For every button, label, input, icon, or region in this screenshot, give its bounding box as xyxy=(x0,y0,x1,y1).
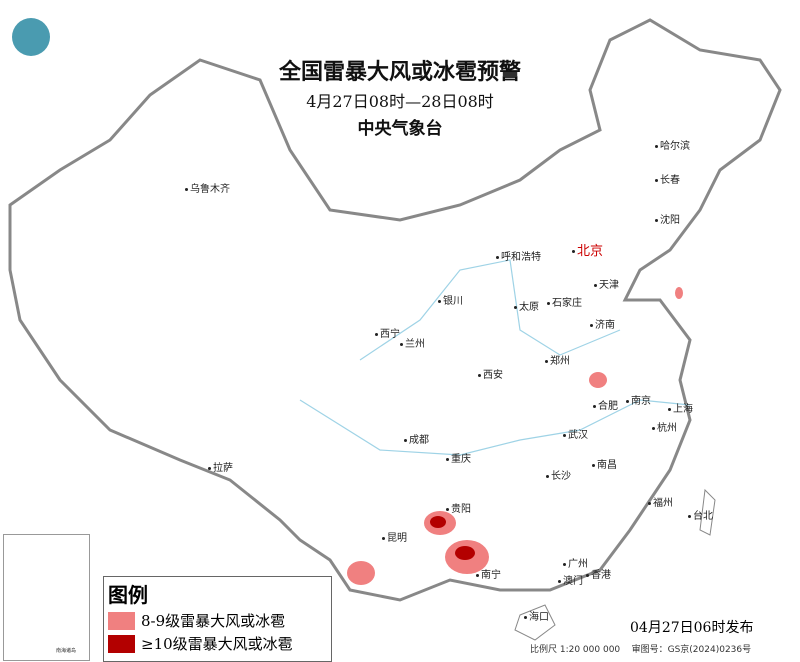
city-label: 长春 xyxy=(655,171,680,186)
city-label: 台北 xyxy=(688,507,713,522)
city-label: 武汉 xyxy=(563,426,588,441)
city-label: 南昌 xyxy=(592,456,617,471)
valid-period: 4月27日08时—28日08时 xyxy=(306,92,494,111)
city-label: 石家庄 xyxy=(547,294,582,309)
city-label: 太原 xyxy=(514,298,539,313)
city-label: 海口 xyxy=(524,608,549,623)
city-label: 上海 xyxy=(668,400,693,415)
city-label: 济南 xyxy=(590,316,615,331)
china-outline xyxy=(8,18,782,602)
legend: 图例 8-9级雷暴大风或冰雹 ≥10级雷暴大风或冰雹 xyxy=(103,576,332,662)
city-label: 合肥 xyxy=(593,397,618,412)
warning-area-level-10 xyxy=(455,546,475,560)
city-label: 广州 xyxy=(563,555,588,570)
city-label: 成都 xyxy=(404,431,429,446)
city-label: 兰州 xyxy=(400,335,425,350)
south-china-sea-inset: 南海诸岛 xyxy=(3,534,90,661)
warning-area-level-8-9 xyxy=(675,287,683,299)
legend-swatch xyxy=(108,634,135,653)
city-label: 呼和浩特 xyxy=(496,248,541,263)
legend-title: 图例 xyxy=(108,583,148,607)
warning-area-level-8-9 xyxy=(347,561,375,585)
city-label: 福州 xyxy=(648,494,673,509)
warning-area-level-8-9 xyxy=(589,372,607,388)
city-label: 南宁 xyxy=(476,566,501,581)
scale: 比例尺 1:20 000 000 xyxy=(530,645,621,655)
city-label: 银川 xyxy=(438,292,463,307)
cma-logo-icon xyxy=(12,18,50,56)
warning-area-level-10 xyxy=(430,516,446,528)
capital-label: 北京 xyxy=(572,240,603,259)
legend-item-level-8-9: 8-9级雷暴大风或冰雹 xyxy=(108,610,331,631)
legend-swatch xyxy=(108,611,135,630)
inset-label: 南海诸岛 xyxy=(56,648,77,654)
issuer: 中央气象台 xyxy=(357,119,443,139)
city-label: 沈阳 xyxy=(655,211,680,226)
legend-label: 8-9级雷暴大风或冰雹 xyxy=(141,612,286,630)
issue-time: 04月27日06时发布 xyxy=(630,620,754,636)
review-number: 审图号：GS京(2024)0236号 xyxy=(631,645,752,655)
legend-label: ≥10级雷暴大风或冰雹 xyxy=(141,635,293,653)
city-label: 西安 xyxy=(478,366,503,381)
city-label: 贵阳 xyxy=(446,500,471,515)
city-label: 澳门 xyxy=(558,572,583,587)
city-label: 杭州 xyxy=(652,419,677,434)
city-label: 乌鲁木齐 xyxy=(185,180,230,195)
city-label: 重庆 xyxy=(446,450,471,465)
city-label: 郑州 xyxy=(545,352,570,367)
city-label: 南京 xyxy=(626,392,651,407)
city-label: 天津 xyxy=(594,276,619,291)
map-title: 全国雷暴大风或冰雹预警 xyxy=(278,60,521,85)
city-label: 西宁 xyxy=(375,325,400,340)
city-label: 昆明 xyxy=(382,529,407,544)
city-label: 长沙 xyxy=(546,467,571,482)
city-label: 拉萨 xyxy=(208,459,233,474)
legend-item-level-10: ≥10级雷暴大风或冰雹 xyxy=(108,633,331,654)
city-label: 香港 xyxy=(586,566,611,581)
scale-info: 比例尺 1:20 000 000 审图号：GS京(2024)0236号 xyxy=(530,642,751,655)
city-label: 哈尔滨 xyxy=(655,137,690,152)
